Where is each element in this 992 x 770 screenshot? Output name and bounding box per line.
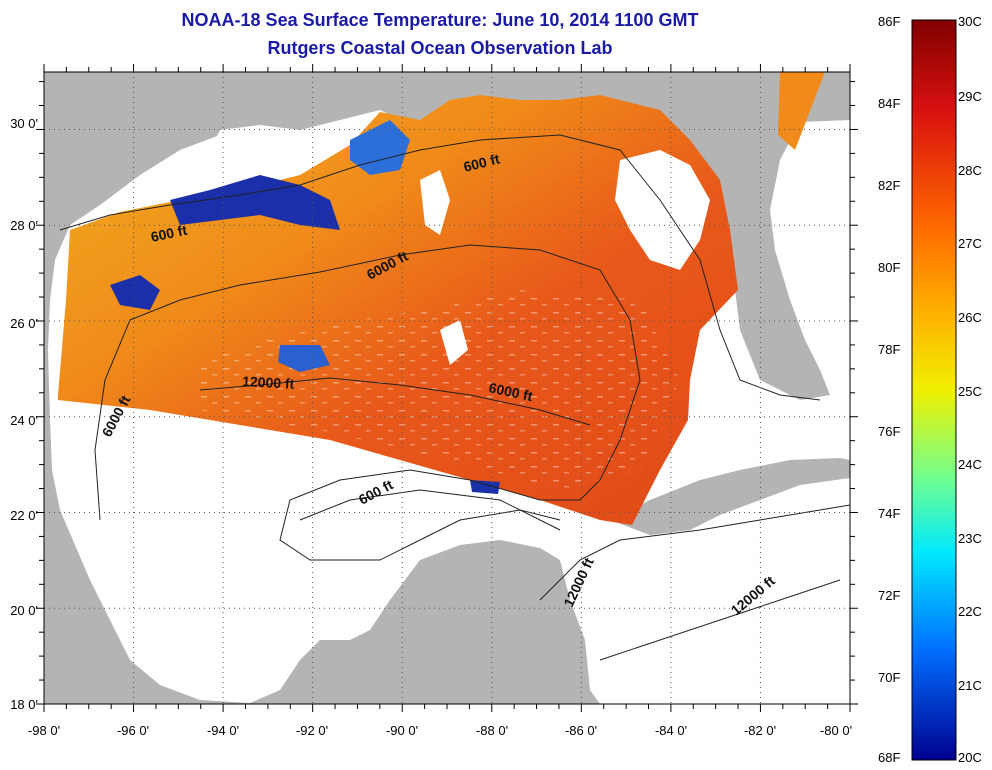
contour-12000ft-carib: [539, 504, 850, 601]
colorbar-f-label: 84F: [878, 96, 901, 111]
colorbar-c-label: 23C: [958, 531, 982, 546]
colorbar-f-label: 68F: [878, 750, 901, 765]
cold-patch-mississippi: [350, 120, 410, 175]
lon-label: -82 0': [744, 723, 776, 738]
lon-label: -80 0': [820, 723, 852, 738]
colorbar-f-label: 70F: [878, 670, 901, 685]
contour-12000ft: [199, 377, 591, 426]
land-yucatan: [370, 548, 585, 704]
colorbar-f-label: 80F: [878, 260, 901, 275]
lon-label: -96 0': [117, 723, 149, 738]
colorbar-c-label: 21C: [958, 678, 982, 693]
lat-label: 20 0': [10, 603, 38, 618]
cold-patch-south: [470, 480, 500, 494]
cloud-gap-mid: [440, 320, 468, 365]
contour-label: 600 ft: [149, 222, 188, 245]
bathymetry-contours: [59, 134, 850, 661]
contour-carib-b: [599, 579, 841, 661]
colorbar-f-label: 86F: [878, 14, 901, 29]
colorbar-f-label: 74F: [878, 506, 901, 521]
colorbar-c-label: 22C: [958, 604, 982, 619]
lon-label: -98 0': [28, 723, 60, 738]
colorbar-f-label: 82F: [878, 178, 901, 193]
colorbar-c-label: 20C: [958, 750, 982, 765]
lat-label: 28 0': [10, 218, 38, 233]
graticule: [44, 72, 850, 704]
contour-label: 12000 ft: [242, 373, 295, 392]
lon-label: -92 0': [296, 723, 328, 738]
lon-label: -84 0': [655, 723, 687, 738]
cloud-gap-center: [420, 170, 450, 235]
lon-label: -94 0': [207, 723, 239, 738]
latitude-axis: 18 0' 20 0' 22 0' 24 0' 26 0' 28 0' 30 0…: [10, 116, 38, 712]
colorbar-f-label: 78F: [878, 342, 901, 357]
map-title: NOAA-18 Sea Surface Temperature: June 10…: [181, 10, 699, 30]
cold-patch-louisiana: [170, 175, 340, 230]
colorbar-c-label: 27C: [958, 236, 982, 251]
sst-florida-strip: [778, 72, 825, 150]
contour-600ft: [59, 134, 821, 401]
colorbar-c-label: 25C: [958, 384, 982, 399]
colorbar-f-label: 76F: [878, 424, 901, 439]
cold-patch-texas: [110, 275, 160, 310]
colorbar-c-label: 28C: [958, 163, 982, 178]
colorbar-c-label: 26C: [958, 310, 982, 325]
lat-label: 26 0': [10, 316, 38, 331]
contour-6000ft: [94, 244, 641, 561]
land-cuba: [610, 458, 850, 535]
contour-shelf-yucatan: [299, 489, 561, 531]
cold-patch-west: [278, 345, 330, 372]
lat-label: 22 0': [10, 508, 38, 523]
longitude-axis: -98 0' -96 0' -94 0' -92 0' -90 0' -88 0…: [28, 723, 852, 738]
lat-label: 24 0': [10, 413, 38, 428]
colorbar-c-label: 30C: [958, 14, 982, 29]
map-subtitle: Rutgers Coastal Ocean Observation Lab: [267, 38, 613, 58]
lon-label: -90 0': [386, 723, 418, 738]
lat-label: 30 0': [10, 116, 38, 131]
lon-label: -88 0': [476, 723, 508, 738]
colorbar-c-label: 24C: [958, 457, 982, 472]
colorbar-c-label: 29C: [958, 89, 982, 104]
lon-label: -86 0': [565, 723, 597, 738]
sst-specks: [200, 290, 680, 490]
colorbar-f-label: 72F: [878, 588, 901, 603]
colorbar: [911, 19, 957, 761]
cloud-gap-north: [210, 125, 320, 165]
lat-label: 18 0': [10, 697, 38, 712]
frame-ticks: [36, 64, 858, 712]
